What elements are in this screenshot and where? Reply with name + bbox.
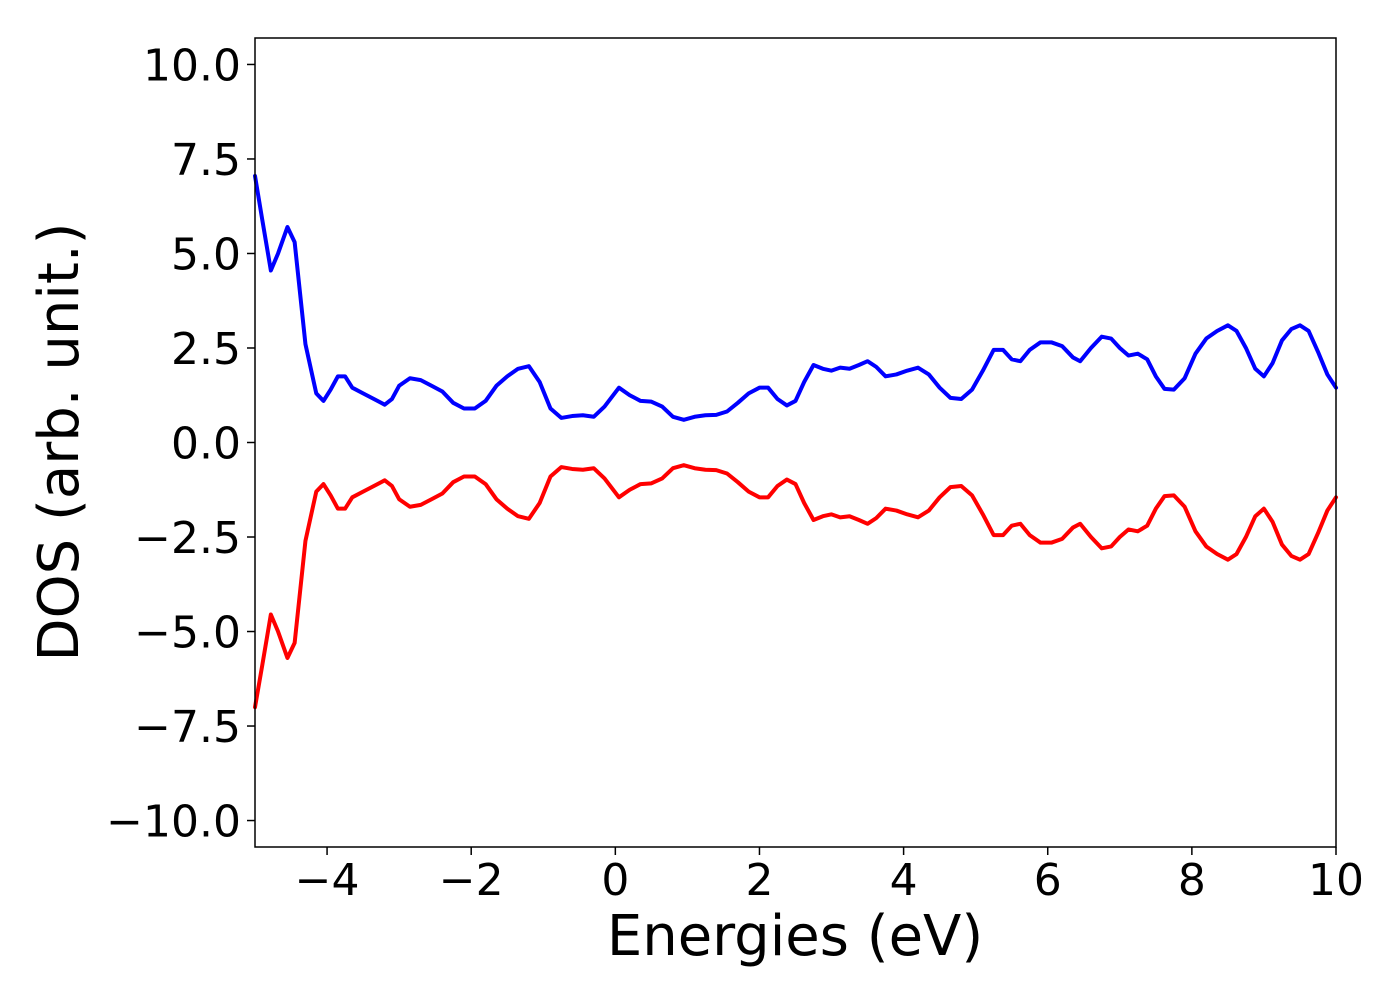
y-tick-label: 2.5 (171, 324, 241, 375)
y-axis-ticks: 10.0 7.5 5.0 2.5 0.0 −2.5 −5.0 −7.5 −10.0 (106, 40, 255, 848)
x-tick-label: 0 (601, 855, 629, 906)
x-axis-title: Energies (eV) (607, 904, 983, 969)
y-tick-label: 5.0 (171, 229, 241, 280)
series-line-1 (253, 173, 1338, 422)
y-tick-label: −7.5 (134, 702, 241, 753)
x-tick-label: 8 (1178, 855, 1206, 906)
y-axis-title: DOS (arb. unit.) (27, 222, 92, 661)
x-tick-label: −2 (439, 855, 504, 906)
x-tick-label: 4 (890, 855, 918, 906)
y-tick-label: −5.0 (134, 608, 241, 659)
x-tick-label: 6 (1034, 855, 1062, 906)
y-tick-label: 0.0 (171, 419, 241, 470)
x-tick-label: 10 (1308, 855, 1364, 906)
y-tick-label: −10.0 (106, 797, 241, 848)
x-tick-label: −4 (295, 855, 360, 906)
plot-frame (254, 37, 1337, 848)
x-tick-label: 2 (745, 855, 773, 906)
series-layer (253, 173, 1338, 710)
x-axis-ticks: −4 −2 0 2 4 6 8 10 (295, 847, 1364, 906)
y-tick-label: −2.5 (134, 513, 241, 564)
y-tick-label: 7.5 (171, 135, 241, 186)
series-line-2 (253, 463, 1338, 710)
y-tick-label: 10.0 (143, 40, 241, 91)
